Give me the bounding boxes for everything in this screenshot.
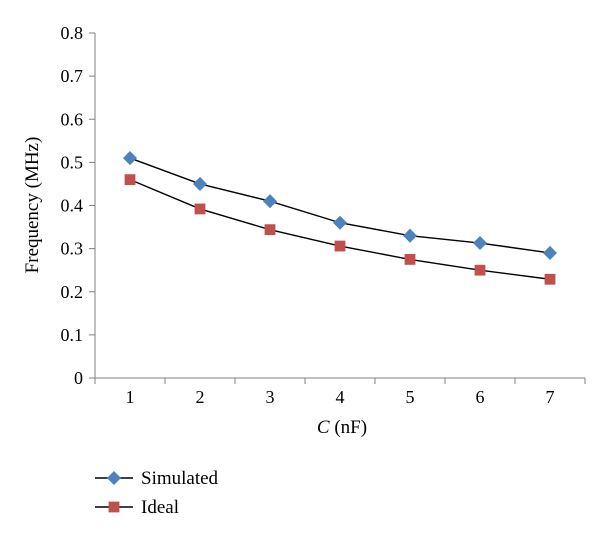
- data-point-ideal: [124, 174, 136, 186]
- y-tick-label: 0: [74, 368, 83, 388]
- x-axis-title: C (nF): [317, 417, 367, 438]
- x-tick-label: 3: [266, 387, 275, 407]
- legend-label-simulated: Simulated: [141, 468, 219, 489]
- x-axis-title-variable: C: [317, 417, 330, 438]
- y-tick-label: 0.6: [61, 109, 84, 129]
- legend-marker-ideal: [108, 501, 120, 513]
- data-point-ideal: [474, 264, 486, 276]
- x-tick-label: 4: [336, 387, 345, 407]
- axes: 0 0.1 0.2 0.3 0.4 0.5 0.6 0.7 0.8 1 2 3 4 5 6 7: [61, 23, 586, 407]
- y-tick-label: 0.5: [61, 152, 84, 172]
- y-tick-label: 0.3: [61, 239, 84, 259]
- data-point-simulated: [262, 194, 278, 209]
- data-point-ideal: [194, 203, 206, 215]
- y-tick-label: 0.4: [61, 196, 84, 216]
- series-markers: [122, 151, 558, 285]
- data-point-ideal: [264, 224, 276, 236]
- data-point-ideal: [544, 273, 556, 285]
- data-point-ideal: [404, 254, 416, 265]
- y-axis-title: Frequency (MHz): [22, 137, 43, 274]
- y-tick-label: 0.1: [61, 325, 84, 345]
- x-tick-label: 1: [126, 387, 135, 407]
- data-point-simulated: [542, 245, 558, 260]
- data-point-ideal: [334, 240, 346, 252]
- x-tick-label: 5: [406, 387, 415, 407]
- data-point-simulated: [332, 215, 348, 230]
- y-tick-label: 0.2: [61, 282, 84, 302]
- legend: Simulated Ideal: [95, 468, 219, 518]
- y-tick-label: 0.8: [61, 23, 84, 43]
- x-tick-label: 7: [546, 387, 555, 407]
- x-axis-title-unit: (nF): [330, 417, 367, 438]
- data-point-simulated: [402, 228, 418, 243]
- data-point-simulated: [192, 176, 208, 191]
- x-tick-label: 2: [196, 387, 205, 407]
- x-tick-label: 6: [476, 387, 485, 407]
- data-point-simulated: [472, 235, 488, 251]
- legend-label-ideal: Ideal: [141, 497, 179, 518]
- y-tick-label: 0.7: [61, 66, 84, 86]
- data-point-simulated: [122, 151, 138, 166]
- legend-marker-simulated: [106, 470, 122, 486]
